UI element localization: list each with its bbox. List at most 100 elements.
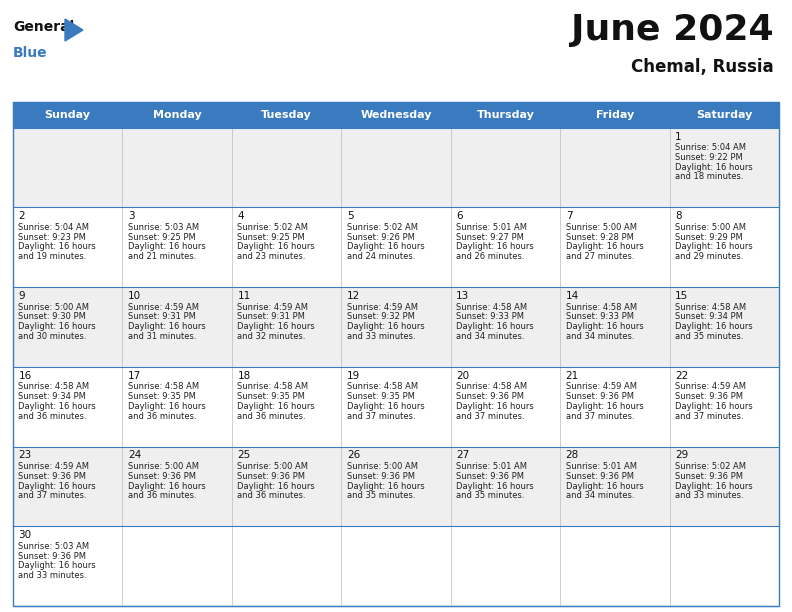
Text: Daylight: 16 hours: Daylight: 16 hours xyxy=(18,322,97,331)
Bar xyxy=(341,526,451,606)
Text: and 34 minutes.: and 34 minutes. xyxy=(456,332,525,341)
Bar xyxy=(451,127,560,207)
Bar xyxy=(13,102,123,127)
Bar xyxy=(232,207,341,287)
Bar xyxy=(669,207,779,287)
Text: 16: 16 xyxy=(18,371,32,381)
Bar xyxy=(560,207,669,287)
Bar xyxy=(341,102,451,127)
Text: Blue: Blue xyxy=(13,46,48,60)
Bar xyxy=(232,287,341,367)
Text: and 21 minutes.: and 21 minutes. xyxy=(128,252,196,261)
Bar xyxy=(669,127,779,207)
Bar xyxy=(669,102,779,127)
Text: Sunset: 9:33 PM: Sunset: 9:33 PM xyxy=(565,312,634,321)
Text: Sunset: 9:36 PM: Sunset: 9:36 PM xyxy=(675,472,743,481)
Bar xyxy=(13,447,123,526)
Text: Daylight: 16 hours: Daylight: 16 hours xyxy=(238,402,315,411)
Text: Sunrise: 4:58 AM: Sunrise: 4:58 AM xyxy=(18,382,89,391)
Text: and 19 minutes.: and 19 minutes. xyxy=(18,252,87,261)
Text: Daylight: 16 hours: Daylight: 16 hours xyxy=(128,242,206,252)
Text: and 27 minutes.: and 27 minutes. xyxy=(565,252,634,261)
Text: and 34 minutes.: and 34 minutes. xyxy=(565,332,634,341)
Text: 17: 17 xyxy=(128,371,141,381)
Text: and 35 minutes.: and 35 minutes. xyxy=(456,491,525,501)
Bar xyxy=(232,447,341,526)
Text: Daylight: 16 hours: Daylight: 16 hours xyxy=(675,242,753,252)
Bar xyxy=(451,447,560,526)
Bar xyxy=(341,287,451,367)
Text: Sunrise: 5:01 AM: Sunrise: 5:01 AM xyxy=(565,462,637,471)
Text: 22: 22 xyxy=(675,371,688,381)
Text: Daylight: 16 hours: Daylight: 16 hours xyxy=(456,402,534,411)
Text: Sunset: 9:25 PM: Sunset: 9:25 PM xyxy=(128,233,196,242)
Text: Daylight: 16 hours: Daylight: 16 hours xyxy=(347,322,425,331)
Text: Friday: Friday xyxy=(596,110,634,120)
Polygon shape xyxy=(65,19,83,41)
Text: Daylight: 16 hours: Daylight: 16 hours xyxy=(565,402,643,411)
Text: Sunrise: 5:03 AM: Sunrise: 5:03 AM xyxy=(128,223,199,232)
Text: Daylight: 16 hours: Daylight: 16 hours xyxy=(456,242,534,252)
Bar xyxy=(669,447,779,526)
Bar xyxy=(123,447,232,526)
Text: Sunrise: 5:00 AM: Sunrise: 5:00 AM xyxy=(128,462,199,471)
Text: Sunset: 9:36 PM: Sunset: 9:36 PM xyxy=(675,392,743,401)
Text: 11: 11 xyxy=(238,291,250,301)
Bar xyxy=(341,207,451,287)
Text: Sunrise: 4:58 AM: Sunrise: 4:58 AM xyxy=(675,302,746,312)
Text: Sunrise: 4:58 AM: Sunrise: 4:58 AM xyxy=(565,302,637,312)
Text: Daylight: 16 hours: Daylight: 16 hours xyxy=(238,242,315,252)
Bar xyxy=(13,367,123,447)
Text: Sunrise: 5:00 AM: Sunrise: 5:00 AM xyxy=(238,462,308,471)
Text: Daylight: 16 hours: Daylight: 16 hours xyxy=(238,322,315,331)
Text: Sunrise: 5:00 AM: Sunrise: 5:00 AM xyxy=(18,302,89,312)
Text: 12: 12 xyxy=(347,291,360,301)
Text: 5: 5 xyxy=(347,211,353,222)
Text: Sunrise: 4:58 AM: Sunrise: 4:58 AM xyxy=(456,302,527,312)
Text: Daylight: 16 hours: Daylight: 16 hours xyxy=(18,561,97,570)
Text: Saturday: Saturday xyxy=(696,110,752,120)
Bar xyxy=(560,447,669,526)
Text: and 36 minutes.: and 36 minutes. xyxy=(238,412,306,420)
Text: and 35 minutes.: and 35 minutes. xyxy=(347,491,415,501)
Bar xyxy=(560,102,669,127)
Text: General: General xyxy=(13,20,74,34)
Text: 19: 19 xyxy=(347,371,360,381)
Text: and 24 minutes.: and 24 minutes. xyxy=(347,252,415,261)
Bar xyxy=(341,127,451,207)
Text: and 26 minutes.: and 26 minutes. xyxy=(456,252,525,261)
Bar xyxy=(13,526,123,606)
Bar xyxy=(13,127,123,207)
Text: Sunrise: 5:03 AM: Sunrise: 5:03 AM xyxy=(18,542,89,551)
Text: Sunrise: 5:02 AM: Sunrise: 5:02 AM xyxy=(238,223,308,232)
Text: and 30 minutes.: and 30 minutes. xyxy=(18,332,87,341)
Text: Sunrise: 4:58 AM: Sunrise: 4:58 AM xyxy=(347,382,418,391)
Text: Thursday: Thursday xyxy=(477,110,535,120)
Text: Sunrise: 4:59 AM: Sunrise: 4:59 AM xyxy=(347,302,418,312)
Bar xyxy=(123,367,232,447)
Text: Sunset: 9:36 PM: Sunset: 9:36 PM xyxy=(18,551,86,561)
Text: 14: 14 xyxy=(565,291,579,301)
Bar xyxy=(232,102,341,127)
Text: 3: 3 xyxy=(128,211,135,222)
Text: Sunset: 9:30 PM: Sunset: 9:30 PM xyxy=(18,312,86,321)
Text: 10: 10 xyxy=(128,291,141,301)
Text: Sunrise: 5:02 AM: Sunrise: 5:02 AM xyxy=(675,462,746,471)
Text: Daylight: 16 hours: Daylight: 16 hours xyxy=(675,402,753,411)
Text: Daylight: 16 hours: Daylight: 16 hours xyxy=(347,482,425,491)
Bar xyxy=(13,102,779,606)
Text: Daylight: 16 hours: Daylight: 16 hours xyxy=(565,322,643,331)
Text: Sunset: 9:29 PM: Sunset: 9:29 PM xyxy=(675,233,743,242)
Text: and 37 minutes.: and 37 minutes. xyxy=(565,412,634,420)
Text: 6: 6 xyxy=(456,211,463,222)
Text: and 37 minutes.: and 37 minutes. xyxy=(456,412,525,420)
Text: Sunday: Sunday xyxy=(44,110,91,120)
Bar xyxy=(232,367,341,447)
Text: Sunrise: 4:59 AM: Sunrise: 4:59 AM xyxy=(238,302,308,312)
Text: Sunset: 9:31 PM: Sunset: 9:31 PM xyxy=(128,312,196,321)
Text: and 32 minutes.: and 32 minutes. xyxy=(238,332,306,341)
Text: Daylight: 16 hours: Daylight: 16 hours xyxy=(128,482,206,491)
Text: Sunrise: 4:58 AM: Sunrise: 4:58 AM xyxy=(456,382,527,391)
Text: Chemal, Russia: Chemal, Russia xyxy=(631,58,774,76)
Text: Sunrise: 5:01 AM: Sunrise: 5:01 AM xyxy=(456,462,527,471)
